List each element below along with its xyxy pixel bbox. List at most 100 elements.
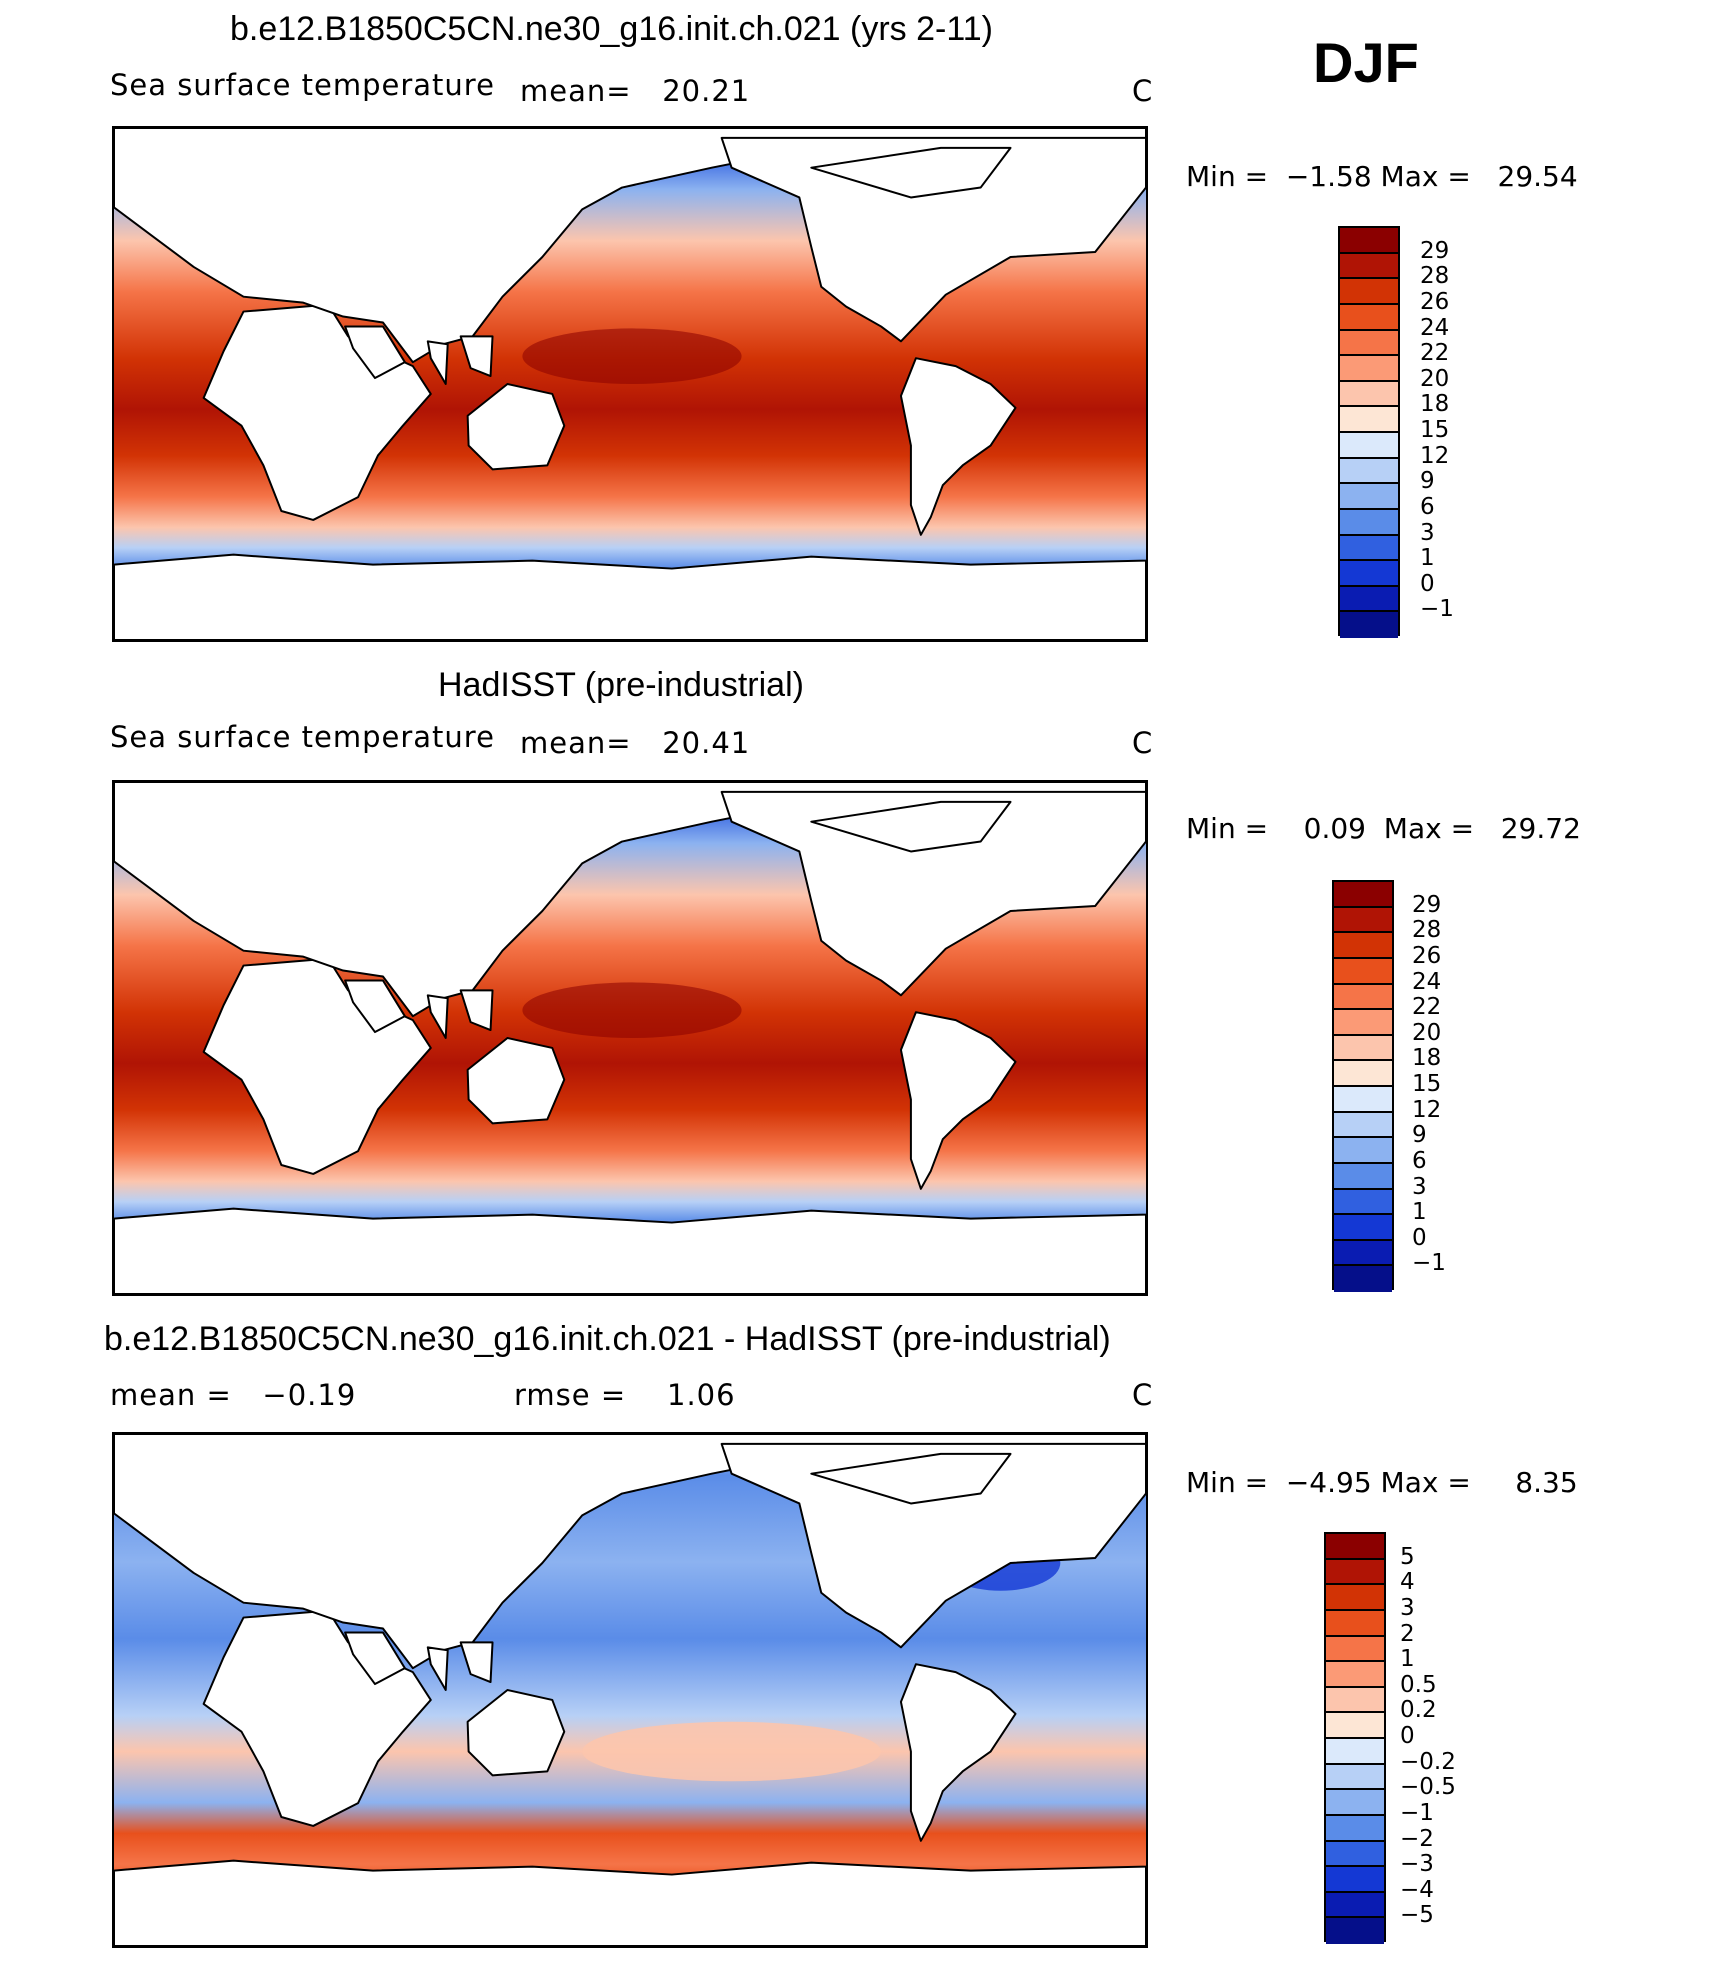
continent-outline — [466, 1689, 566, 1777]
colorbar-tick-label: 26 — [1412, 942, 1442, 969]
colorbar-tick-label: 20 — [1412, 1019, 1442, 1046]
colorbar-swatch — [1326, 1559, 1384, 1586]
colorbar-tick-label: 3 — [1400, 1594, 1415, 1621]
colorbar-swatch — [1334, 1010, 1392, 1036]
colorbar-swatch — [1326, 1892, 1384, 1919]
colorbar-swatch — [1334, 1240, 1392, 1267]
panel-2-mean: mean= 20.41 — [520, 726, 751, 760]
panel-1-minmax: Min = −1.58 Max = 29.54 — [1186, 160, 1578, 193]
colorbar-swatch — [1326, 1585, 1384, 1611]
colorbar-swatch — [1326, 1534, 1384, 1560]
colorbar-tick-label: 26 — [1420, 288, 1450, 315]
anomaly-warm-pacific — [582, 1721, 882, 1782]
continent-outline — [459, 1641, 494, 1684]
season-label: DJF — [1313, 31, 1419, 94]
colorbar-swatch — [1326, 1713, 1384, 1739]
continent-outline — [720, 790, 1146, 997]
panel-3-rmse: rmse = 1.06 — [514, 1378, 736, 1412]
colorbar-swatch — [1334, 1112, 1392, 1139]
colorbar-swatch — [1340, 253, 1398, 280]
colorbar-swatch — [1334, 1215, 1392, 1241]
colorbar-tick-label: 28 — [1412, 917, 1442, 944]
colorbar-tick-label: 15 — [1420, 417, 1450, 443]
colorbar-swatch — [1326, 1687, 1384, 1714]
colorbar-tick-label: 0 — [1420, 570, 1435, 597]
colorbar-swatch — [1326, 1841, 1384, 1868]
panel-2-units: C — [1132, 726, 1154, 760]
colorbar-swatch — [1340, 407, 1398, 433]
colorbar-swatch — [1326, 1764, 1384, 1791]
colorbar-tick-label: 4 — [1400, 1569, 1415, 1596]
continent-outline — [466, 1037, 566, 1125]
colorbar-swatch — [1326, 1662, 1384, 1688]
panel-3-map — [112, 1432, 1148, 1948]
colorbar-tick-label: −5 — [1400, 1902, 1434, 1929]
panel-3-units: C — [1132, 1378, 1154, 1412]
continent-outline — [459, 335, 494, 378]
continent-outline — [114, 1207, 1146, 1294]
colorbar-swatch — [1334, 907, 1392, 934]
colorbar-tick-label: −4 — [1400, 1876, 1434, 1903]
colorbar-tick-label: 6 — [1412, 1147, 1427, 1174]
colorbar-tick-label: 5 — [1400, 1543, 1415, 1570]
colorbar-tick-label: 18 — [1420, 391, 1450, 418]
continent-outline — [720, 1442, 1146, 1649]
colorbar-swatch — [1340, 509, 1398, 536]
colorbar-tick-label: 15 — [1412, 1071, 1442, 1097]
colorbar-swatch — [1340, 330, 1398, 357]
colorbar-tick-label: 1 — [1412, 1199, 1427, 1226]
colorbar-tick-label: 6 — [1420, 493, 1435, 520]
colorbar-swatch — [1340, 381, 1398, 408]
colorbar-swatch — [1340, 228, 1398, 254]
panel-1-units: C — [1132, 74, 1154, 108]
colorbar-swatch — [1326, 1867, 1384, 1893]
warm-pool — [522, 982, 742, 1038]
continent-outline — [720, 136, 1146, 343]
colorbar-swatch — [1326, 1636, 1384, 1663]
colorbar-tick-label: 3 — [1420, 519, 1435, 546]
colorbar-swatch — [1340, 612, 1398, 638]
continent-outline — [344, 1631, 406, 1686]
panel-1-title: b.e12.B1850C5CN.ne30_g16.init.ch.021 (yr… — [230, 10, 993, 48]
colorbar-tick-label: 29 — [1412, 891, 1442, 918]
warm-pool — [522, 328, 742, 384]
continent-outline — [426, 340, 449, 385]
continent-outline — [899, 1663, 1017, 1842]
colorbar-swatch — [1340, 304, 1398, 331]
colorbar-tick-label: 18 — [1412, 1045, 1442, 1072]
colorbar-tick-label: 0 — [1400, 1723, 1415, 1749]
continent-outline — [810, 800, 1012, 853]
colorbar-tick-label: 3 — [1412, 1173, 1427, 1200]
continent-outline — [810, 1452, 1012, 1505]
continent-outline — [899, 357, 1017, 536]
colorbar-swatch — [1340, 586, 1398, 613]
colorbar-tick-label: 1 — [1400, 1646, 1415, 1673]
colorbar-swatch — [1340, 356, 1398, 382]
continent-outline — [899, 1011, 1017, 1190]
panel-1-variable: Sea surface temperature — [110, 68, 495, 102]
colorbar-tick-label: −0.5 — [1400, 1774, 1456, 1801]
continent-outline — [426, 1646, 449, 1691]
colorbar-tick-label: −1 — [1400, 1799, 1434, 1826]
colorbar-swatch — [1334, 1266, 1392, 1292]
panel-1-map — [112, 126, 1148, 642]
colorbar-swatch — [1334, 1087, 1392, 1113]
colorbar-swatch — [1340, 458, 1398, 485]
colorbar-tick-label: 0 — [1412, 1224, 1427, 1251]
panel-3-title: b.e12.B1850C5CN.ne30_g16.init.ch.021 - H… — [104, 1320, 1111, 1358]
colorbar-swatch — [1326, 1918, 1384, 1944]
colorbar-tick-label: 24 — [1412, 968, 1442, 995]
continent-outline — [810, 146, 1012, 199]
panel-3-minmax: Min = −4.95 Max = 8.35 — [1186, 1466, 1578, 1499]
continent-outline — [344, 325, 406, 380]
colorbar-tick-label: −0.2 — [1400, 1748, 1456, 1775]
continent-outline — [344, 979, 406, 1034]
panel-1-colorbar — [1338, 226, 1400, 638]
panel-2-variable: Sea surface temperature — [110, 720, 495, 754]
colorbar-tick-label: 2 — [1400, 1620, 1415, 1647]
colorbar-tick-label: 28 — [1420, 263, 1450, 290]
panel-3-mean: mean = −0.19 — [110, 1378, 357, 1412]
colorbar-swatch — [1334, 882, 1392, 908]
colorbar-tick-label: 20 — [1420, 365, 1450, 392]
continent-outline — [114, 553, 1146, 640]
